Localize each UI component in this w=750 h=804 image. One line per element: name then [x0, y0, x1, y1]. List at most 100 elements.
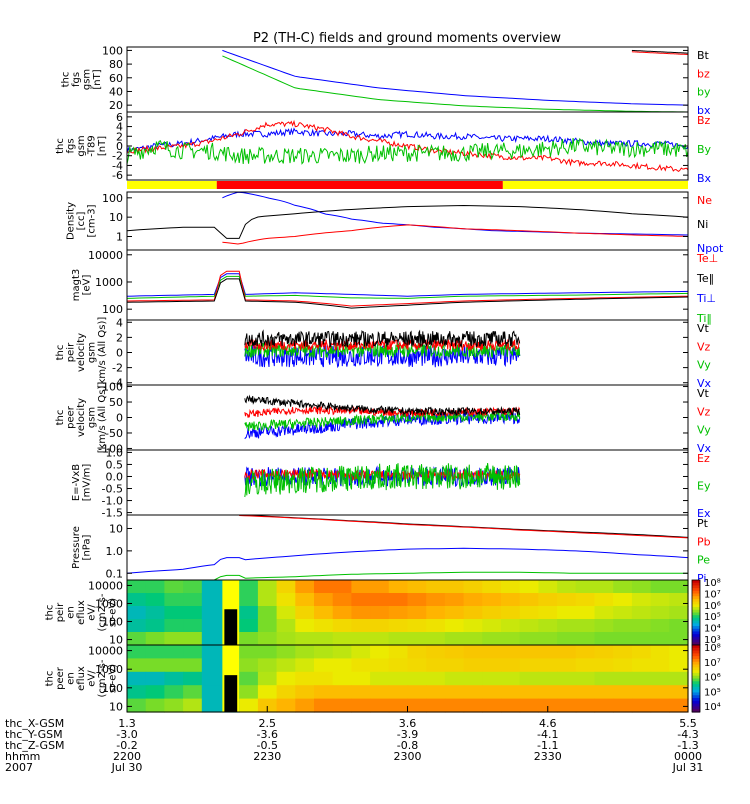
heatmap-cell	[370, 671, 390, 686]
y-tick-label: -50	[105, 427, 123, 440]
heatmap-cell	[407, 606, 427, 620]
heatmap-cell	[613, 606, 633, 620]
ephemeris-value: -3.0	[116, 728, 137, 741]
heatmap-cell	[613, 685, 633, 700]
heatmap-cell	[594, 645, 614, 659]
heatmap-cell	[463, 632, 483, 646]
heatmap-cell	[631, 658, 652, 673]
heatmap-cell	[164, 671, 184, 686]
heatmap-cell	[594, 658, 614, 673]
heatmap-cell	[183, 698, 203, 713]
heatmap-cell	[183, 645, 203, 659]
heatmap-cell	[388, 606, 409, 620]
heatmap-cell	[127, 645, 147, 659]
heatmap-cell	[314, 593, 334, 607]
heatmap-cell	[145, 645, 165, 659]
colorbar-swatch	[692, 647, 700, 652]
y-axis-label-line: peir	[55, 602, 66, 622]
y-tick-label: 40	[109, 85, 123, 98]
heatmap-cell	[257, 645, 278, 659]
heatmap-cell	[332, 658, 352, 673]
colorbar-tick-label: 10⁷	[704, 589, 721, 600]
y-axis-label-line: [eV]	[81, 275, 92, 296]
ephemeris-row-label: thc_Z-GSM	[5, 739, 65, 752]
heatmap-cell	[631, 619, 652, 633]
heatmap-cell	[295, 698, 315, 713]
heatmap-cell	[426, 606, 446, 620]
heatmap-cell	[201, 645, 222, 659]
colorbar-swatch	[692, 598, 700, 603]
heatmap-cell	[351, 671, 371, 686]
y-axis-label-line: [km/s (All Qs)]	[97, 317, 108, 389]
y-axis-label-line: [mV/m]	[81, 464, 92, 502]
legend-entry: Vt	[697, 387, 710, 400]
heatmap-cell	[314, 580, 334, 594]
y-axis-label-line: fgs	[71, 72, 82, 87]
heatmap-cell	[407, 580, 427, 594]
heatmap-cell	[388, 580, 409, 594]
heatmap-cell	[650, 606, 670, 620]
colorbar-swatch	[692, 650, 700, 654]
y-axis-label-line: gsm	[87, 342, 98, 363]
heatmap-cell	[463, 685, 483, 700]
heatmap-cell	[295, 645, 315, 659]
legend-entry: Npot	[697, 242, 724, 255]
heatmap-cell	[613, 698, 633, 713]
heatmap-cell	[444, 606, 465, 620]
heatmap-cell	[370, 632, 390, 646]
ephemeris-value: -0.5	[257, 739, 278, 752]
y-tick-label: 10	[109, 634, 123, 647]
colorbar-swatch	[692, 623, 700, 627]
heatmap-cell	[501, 580, 521, 594]
heatmap-cell	[370, 658, 390, 673]
heatmap-cell	[276, 632, 296, 646]
heatmap-cell	[519, 593, 539, 607]
heatmap-cell	[164, 685, 184, 700]
ephemeris-value: Jul 30	[111, 761, 143, 774]
heatmap-cell	[613, 632, 633, 646]
heatmap-cell	[538, 606, 558, 620]
heatmap-cell	[257, 698, 278, 713]
legend-entry: Ni	[697, 218, 708, 231]
panel-5	[126, 384, 689, 451]
heatmap-cell	[314, 606, 334, 620]
heatmap-cell	[426, 658, 446, 673]
heatmap-cell	[370, 645, 390, 659]
series-line-Pe	[127, 571, 688, 581]
heatmap-cell	[407, 619, 427, 633]
heatmap-cell	[351, 685, 371, 700]
heatmap-cell	[669, 645, 689, 659]
heatmap-cell	[519, 619, 539, 633]
heatmap-cell	[444, 645, 465, 659]
heatmap-cell	[127, 671, 147, 686]
heatmap-cell	[669, 671, 689, 686]
heatmap-cell	[426, 580, 446, 594]
colorbar-swatch	[692, 642, 700, 646]
heatmap-cell	[201, 632, 222, 646]
heatmap-cell	[407, 698, 427, 713]
heatmap-cell	[295, 685, 315, 700]
legend-entry: Pb	[697, 535, 711, 548]
y-tick-label: 1000	[95, 663, 123, 676]
y-tick-label: 10	[109, 211, 123, 224]
heatmap-cell	[557, 671, 577, 686]
heatmap-cell	[257, 671, 278, 686]
heatmap-cell	[257, 580, 278, 594]
colorbar-swatch	[692, 580, 700, 584]
colorbar-tick-label: 10⁴	[704, 702, 721, 713]
y-axis-label-line: [cc]	[76, 212, 87, 231]
y-tick-label: 80	[109, 58, 123, 71]
heatmap-cell	[257, 593, 278, 607]
heatmap-cell	[295, 593, 315, 607]
heatmap-cell	[201, 671, 222, 686]
y-axis-label-line: [nPa]	[81, 534, 92, 560]
heatmap-cell	[444, 658, 465, 673]
heatmap-cell	[519, 658, 539, 673]
ephemeris-value: -3.6	[257, 728, 278, 741]
heatmap-cell	[332, 593, 352, 607]
mode-bar-segment-2	[502, 181, 688, 189]
heatmap-cell	[239, 658, 259, 673]
heatmap-cell	[557, 593, 577, 607]
heatmap-cell	[444, 685, 465, 700]
heatmap-cell	[351, 698, 371, 713]
